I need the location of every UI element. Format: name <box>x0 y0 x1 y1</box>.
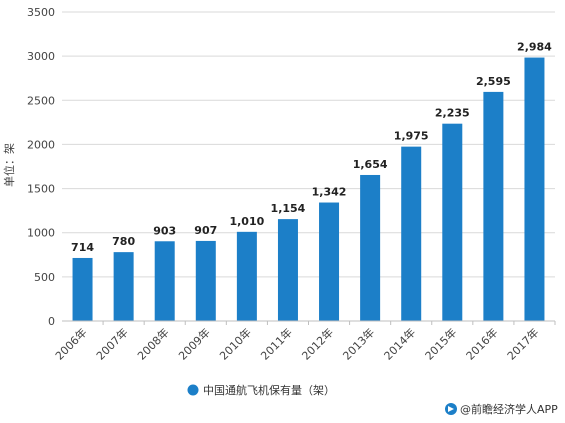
bar-2009年 <box>195 240 216 321</box>
legend-marker <box>187 384 199 396</box>
y-tick-label: 0 <box>48 315 55 328</box>
x-tick-label: 2017年 <box>504 325 541 362</box>
data-label: 1,342 <box>312 186 347 199</box>
data-label: 2,235 <box>435 107 470 120</box>
data-label: 1,654 <box>353 158 388 171</box>
data-label: 714 <box>71 241 94 254</box>
data-label: 1,975 <box>394 130 429 143</box>
data-label: 907 <box>194 224 217 237</box>
y-tick-label: 1500 <box>27 183 55 196</box>
gridlines <box>62 11 555 278</box>
x-tick-label: 2010年 <box>217 325 254 362</box>
data-label: 1,154 <box>271 202 306 215</box>
y-axis-label: 单位：架 <box>2 143 16 187</box>
bar-2006年 <box>72 257 93 321</box>
y-tick-label: 1000 <box>27 227 55 240</box>
x-tick-label: 2007年 <box>93 325 130 362</box>
x-tick-label: 2009年 <box>175 325 212 362</box>
data-label: 2,984 <box>517 41 552 54</box>
bar-2016年 <box>483 91 504 321</box>
data-label: 780 <box>112 235 135 248</box>
y-tick-label: 3000 <box>27 50 55 63</box>
bar-2017年 <box>524 57 545 322</box>
source-text: @前瞻经济学人APP <box>460 402 558 416</box>
x-tick-label: 2012年 <box>299 325 336 362</box>
brand-logo-mark <box>448 406 454 412</box>
x-tick-label: 2008年 <box>134 325 171 362</box>
x-tick-label: 2016年 <box>463 325 500 362</box>
source-attribution: @前瞻经济学人APP <box>445 402 558 416</box>
legend: 中国通航飞机保有量（架） <box>187 383 335 397</box>
data-label: 1,010 <box>229 215 264 228</box>
x-axis-ticks: 2006年 2007年 2008年 2009年 2010年 2011年 2012年 2013年… <box>52 321 556 363</box>
bar-2013年 <box>360 174 381 321</box>
data-labels: 714 780 903 907 1,010 1,154 1,342 1,654 1,975 2,2… <box>71 41 552 254</box>
y-tick-label: 500 <box>34 271 55 284</box>
y-tick-label: 3500 <box>27 6 55 19</box>
legend-label: 中国通航飞机保有量（架） <box>203 383 335 397</box>
x-tick-label: 2011年 <box>258 325 295 362</box>
x-tick-label: 2006年 <box>52 325 89 362</box>
y-tick-label: 2500 <box>27 94 55 107</box>
x-tick-label: 2014年 <box>381 325 418 362</box>
bar-2010年 <box>236 231 257 321</box>
bar-2012年 <box>319 202 340 321</box>
data-label: 903 <box>153 224 176 237</box>
bars <box>72 57 545 322</box>
x-tick-label: 2013年 <box>340 325 377 362</box>
y-axis-ticks: 0 500 1000 1500 2000 2500 3000 3500 <box>27 6 55 328</box>
y-tick-label: 2000 <box>27 138 55 151</box>
bar-2011年 <box>277 219 298 321</box>
bar-2014年 <box>401 146 422 321</box>
bar-2015年 <box>442 123 463 321</box>
data-label: 2,595 <box>476 75 511 88</box>
bar-2008年 <box>154 241 175 321</box>
x-tick-label: 2015年 <box>422 325 459 362</box>
bar-2007年 <box>113 252 134 321</box>
